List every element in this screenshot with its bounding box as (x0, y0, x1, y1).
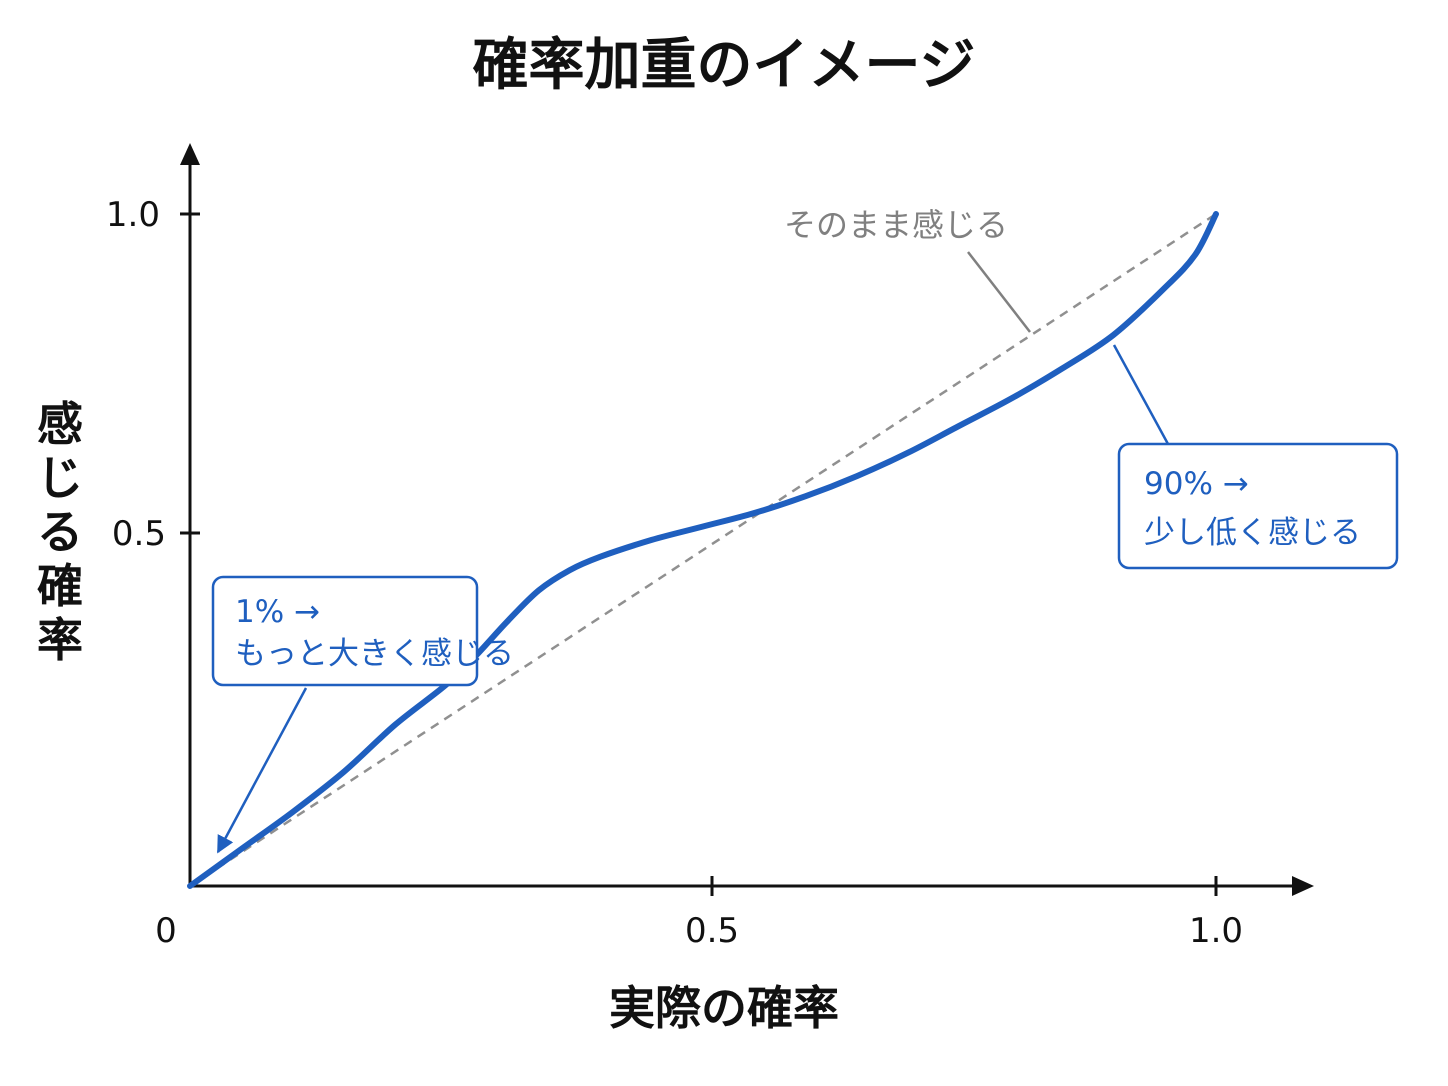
annotation-high-line-2: 少し低く感じる (1144, 515, 1361, 551)
x-axis-arrowhead (1292, 876, 1314, 896)
annotation-low-arrow (216, 687, 308, 854)
x-tick-label-1.0: 1.0 (1189, 911, 1243, 951)
y-tick-label-1.0: 1.0 (106, 195, 160, 235)
axes (180, 143, 1314, 896)
annotation-high-box (1117, 442, 1399, 570)
annotation-low-line-1: 1% → (235, 594, 320, 630)
x-axis-label: 実際の確率 (609, 981, 839, 1035)
probability-weighting-curve (187, 211, 1219, 889)
y-axis-arrowhead (180, 143, 200, 165)
annotation-low-line-2: もっと大きく感じる (235, 636, 514, 672)
reference-line-label: そのまま感じる (784, 206, 1008, 244)
chart-title: 確率加重のイメージ (473, 33, 976, 98)
y-tick-label-0.5: 0.5 (112, 514, 166, 554)
reference-leader-line (967, 251, 1031, 333)
annotation-low: 1% → もっと大きく感じる (211, 575, 514, 854)
reference-line (189, 212, 1217, 888)
annotation-high-leader (1112, 344, 1170, 445)
annotation-high: 90% → 少し低く感じる (1112, 344, 1399, 570)
y-axis-label: 感じる確率 (37, 397, 83, 667)
annotation-low-box (211, 575, 479, 687)
series-layer (187, 211, 1219, 889)
x-tick-label-0.5: 0.5 (685, 911, 739, 951)
ticks: 0 0.5 1.0 0.5 1.0 (106, 195, 1243, 951)
annotation-high-line-1: 90% → (1144, 466, 1249, 502)
x-tick-label-0: 0 (155, 911, 177, 951)
